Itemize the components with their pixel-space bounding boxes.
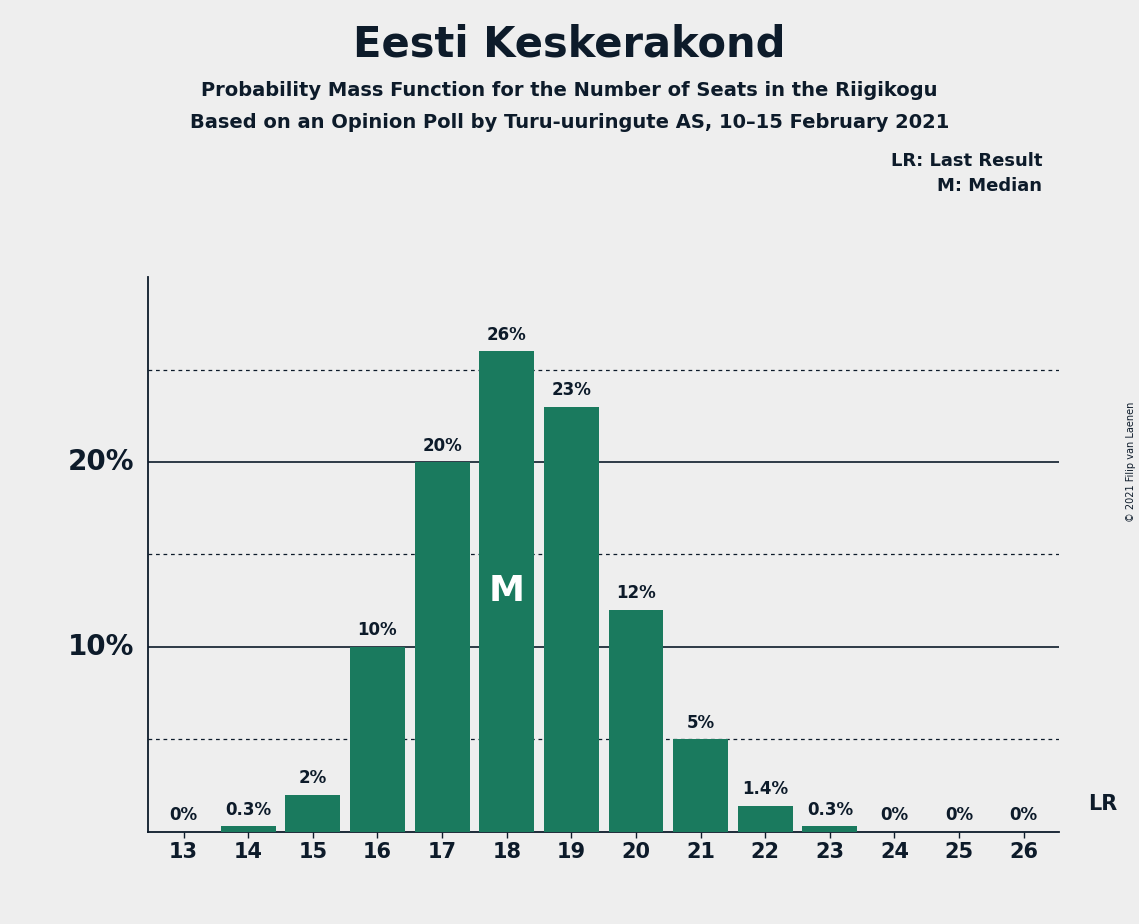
Text: Eesti Keskerakond: Eesti Keskerakond (353, 23, 786, 65)
Text: © 2021 Filip van Laenen: © 2021 Filip van Laenen (1126, 402, 1136, 522)
Text: 0.3%: 0.3% (226, 801, 271, 819)
Text: 5%: 5% (687, 714, 714, 732)
Text: LR: LR (1089, 794, 1117, 814)
Bar (286, 795, 341, 832)
Text: 10%: 10% (68, 633, 134, 661)
Text: 12%: 12% (616, 585, 656, 602)
Text: 2%: 2% (298, 770, 327, 787)
Text: 20%: 20% (423, 437, 462, 455)
Text: 0%: 0% (170, 807, 198, 824)
Bar (802, 826, 858, 832)
Text: 0%: 0% (1009, 807, 1038, 824)
Text: 26%: 26% (486, 326, 526, 344)
Bar (415, 462, 469, 832)
Text: 0%: 0% (880, 807, 909, 824)
Bar (350, 647, 405, 832)
Bar (221, 826, 276, 832)
Bar (544, 407, 599, 832)
Bar (673, 739, 728, 832)
Bar (480, 351, 534, 832)
Text: M: Median: M: Median (937, 177, 1042, 195)
Text: 0%: 0% (945, 807, 973, 824)
Bar (608, 610, 663, 832)
Text: 23%: 23% (551, 382, 591, 399)
Text: Probability Mass Function for the Number of Seats in the Riigikogu: Probability Mass Function for the Number… (202, 81, 937, 101)
Text: 0.3%: 0.3% (806, 801, 853, 819)
Text: M: M (489, 575, 525, 608)
Text: 1.4%: 1.4% (743, 781, 788, 798)
Text: Based on an Opinion Poll by Turu-uuringute AS, 10–15 February 2021: Based on an Opinion Poll by Turu-uuringu… (190, 113, 949, 132)
Text: 20%: 20% (68, 448, 134, 476)
Text: 10%: 10% (358, 622, 398, 639)
Bar (738, 806, 793, 832)
Text: LR: Last Result: LR: Last Result (891, 152, 1042, 170)
